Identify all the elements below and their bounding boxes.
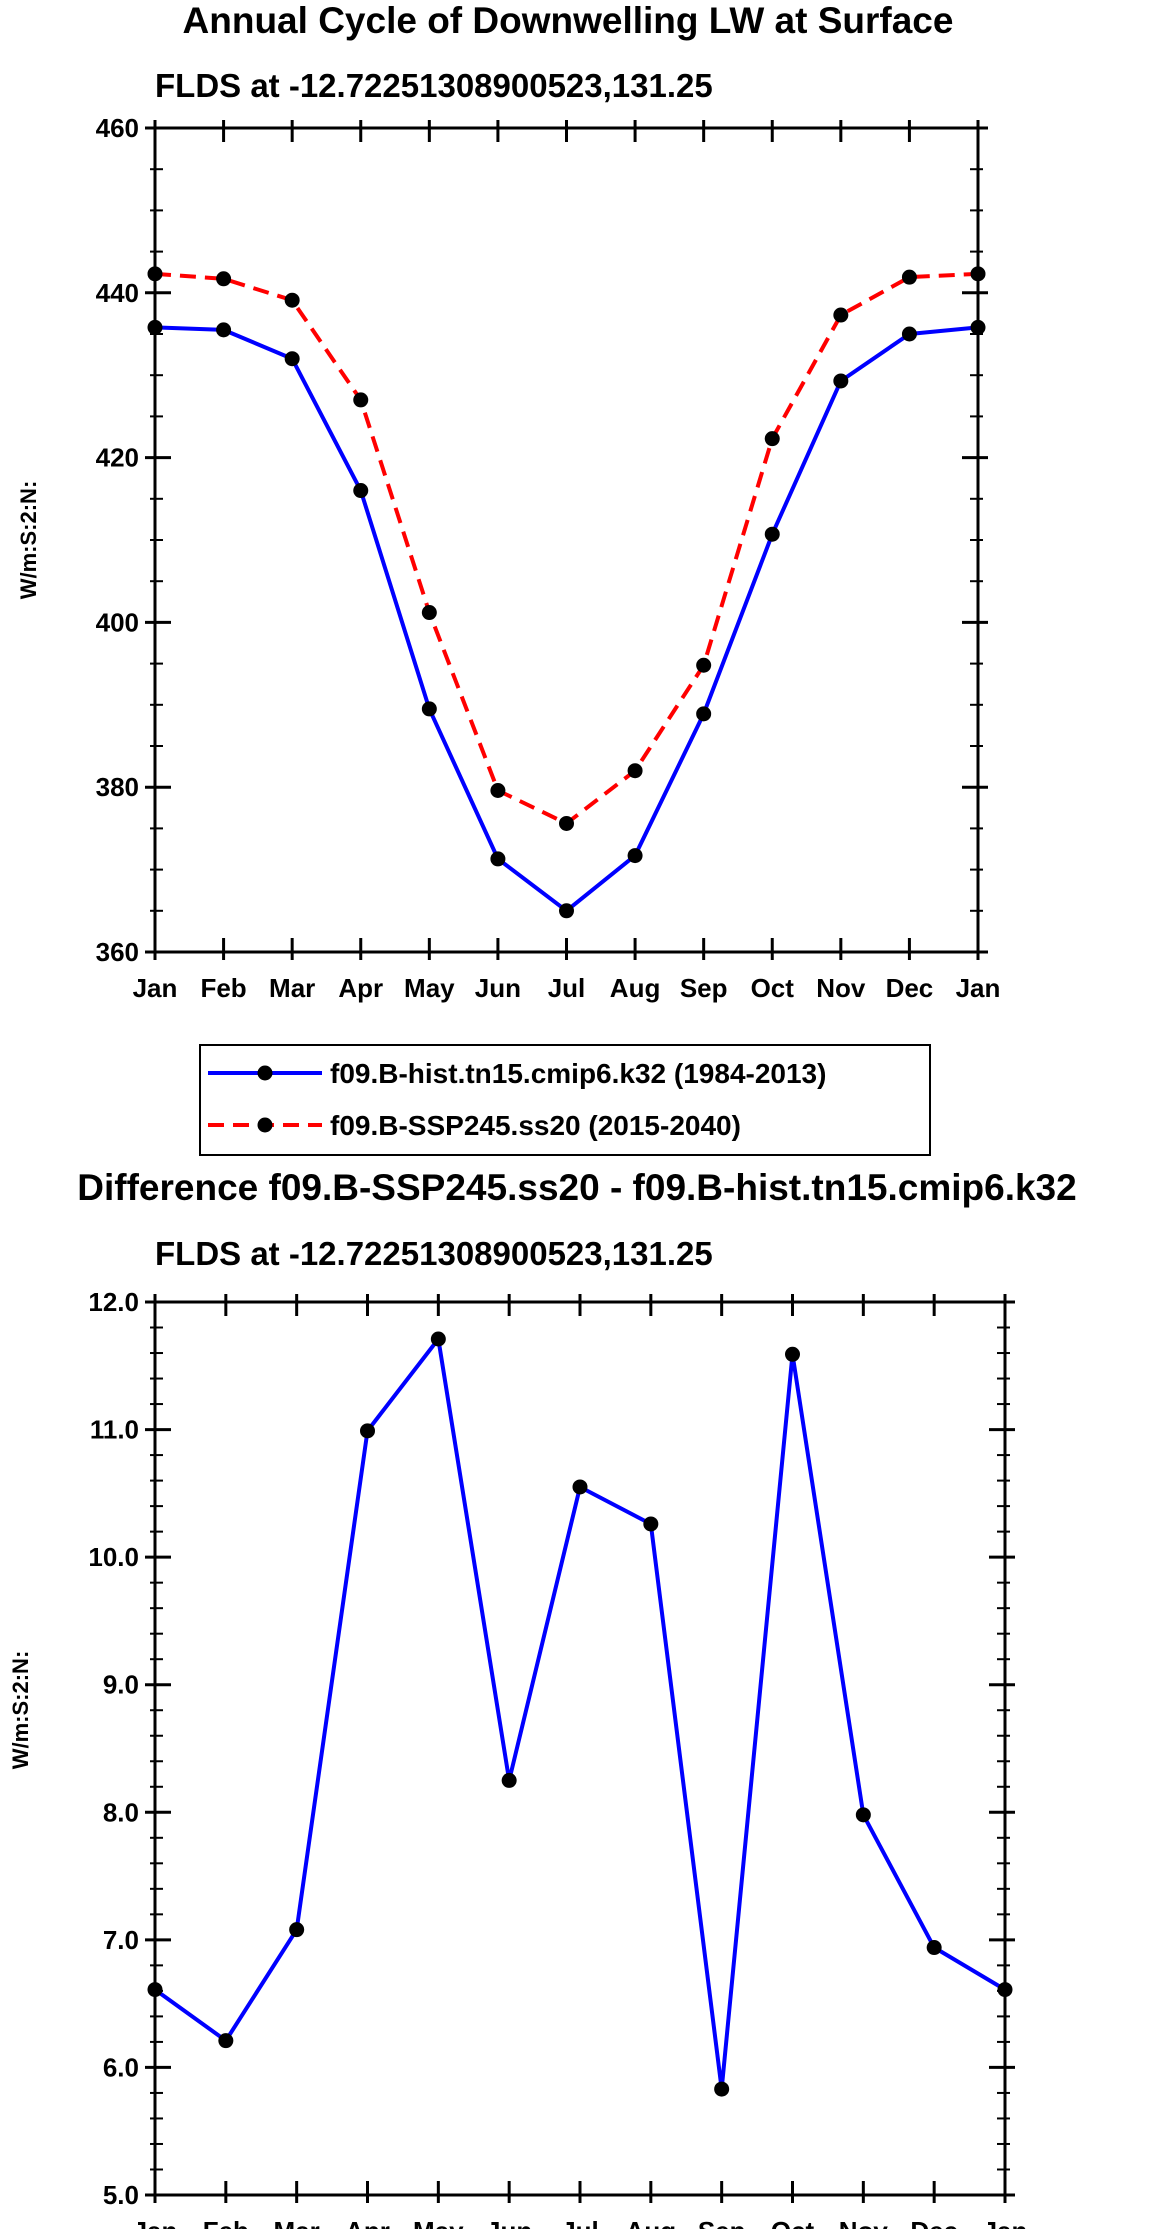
chart1-series-0-point	[997, 1982, 1013, 1998]
chart0-series-1-point	[970, 266, 986, 282]
chart0-series-0-point	[696, 706, 712, 722]
chart1-series-0-point	[218, 2033, 234, 2049]
chart0-series-0-point	[353, 483, 369, 499]
chart0-xtick-label: Aug	[610, 973, 661, 1003]
chart0-xtick-label: Nov	[816, 973, 866, 1003]
chart1-ytick-label: 6.0	[103, 2052, 139, 2082]
chart0-series-0-point	[284, 351, 300, 367]
chart0-xtick-label: Mar	[269, 973, 315, 1003]
chart1-plot-frame	[153, 1300, 1007, 2197]
chart1-ytick-label: 8.0	[103, 1797, 139, 1827]
chart0-xtick-label: Oct	[751, 973, 795, 1003]
chart1-series-line-0	[153, 1336, 1007, 2092]
chart0-xtick-label: Jun	[475, 973, 521, 1003]
chart1-title: Annual Cycle of Downwelling LW at Surfac…	[183, 0, 954, 41]
chart0-xtick-label: Jan	[133, 973, 178, 1003]
chart1-xtick-label: Jan	[983, 2216, 1028, 2229]
chart1-ytick-label: 11.0	[90, 1415, 139, 1445]
chart1-ytick-label: 7.0	[103, 1925, 139, 1955]
chart0-xtick-label: Jan	[956, 973, 1001, 1003]
chart1-ylabel: W/m:S:2:N:	[16, 481, 41, 600]
chart1-series-0-point	[360, 1423, 375, 1439]
chart2-subtitle: FLDS at -12.72251308900523,131.25	[155, 1235, 713, 1272]
chart0-series-1-point	[559, 815, 574, 831]
chart1-ytick-label: 5.0	[103, 2180, 139, 2210]
chart0-series-0-point	[627, 848, 643, 864]
chart1-xtick-label: Oct	[771, 2216, 815, 2229]
chart0-ytick-label: 420	[96, 443, 139, 473]
chart1-xtick-label: Mar	[274, 2216, 320, 2229]
chart1-series-0-point	[430, 1331, 446, 1347]
chart1-series-0-point	[289, 1922, 305, 1938]
chart1-xtick-label: Feb	[203, 2216, 249, 2229]
chart1-xtick-label: May	[413, 2216, 464, 2229]
chart1-subtitle: FLDS at -12.72251308900523,131.25	[155, 67, 713, 104]
chart1-xtick-label: Jul	[561, 2216, 599, 2229]
chart1-xtick-label: Aug	[626, 2216, 677, 2229]
chart1-xtick-label: Dec	[910, 2216, 958, 2229]
legend-frame	[199, 1044, 931, 1156]
chart1-ytick-label: 12.0	[88, 1287, 139, 1317]
chart1-series-0-point	[501, 1772, 517, 1788]
chart1-xtick-label: Apr	[345, 2216, 390, 2229]
chart0-series-1-point	[696, 657, 712, 673]
chart0-series-1-point	[421, 605, 437, 621]
chart1-xtick-label: Sep	[698, 2216, 746, 2229]
chart0-ytick-label: 440	[96, 278, 139, 308]
chart1-series-0-point	[785, 1346, 800, 1362]
chart0-series-1-point	[353, 392, 369, 408]
chart2-title: Difference f09.B-SSP245.ss20 - f09.B-his…	[77, 1167, 1076, 1208]
chart1-ytick-label: 9.0	[103, 1670, 139, 1700]
chart0-series-line-1	[154, 271, 979, 826]
chart0-xtick-label: Sep	[680, 973, 728, 1003]
chart0-series-1-point	[216, 271, 232, 287]
chart0-series-1-point	[901, 269, 917, 285]
legend-label-ssp: f09.B-SSP245.ss20 (2015-2040)	[330, 1110, 741, 1141]
chart0-series-0-point	[901, 326, 917, 342]
chart0-xtick-label: Dec	[886, 973, 934, 1003]
chart0-xtick-label: Feb	[200, 973, 246, 1003]
chart2: 5.0 6.0 7.0 8.0 9.0 10.0 11.0 12.0 Jan Feb Mar Apr M…	[88, 1287, 1027, 2229]
chart0-ytick-label: 460	[96, 113, 139, 143]
chart0-xtick-label: May	[404, 973, 455, 1003]
chart1-series-0-point	[926, 1940, 942, 1956]
chart0-xtick-label: Jul	[548, 973, 586, 1003]
chart0-xtick-label: Apr	[338, 973, 383, 1003]
chart0-series-0-point	[970, 319, 986, 335]
legend-marker-hist	[257, 1065, 273, 1081]
legend-marker-ssp	[257, 1117, 273, 1133]
chart2-ylabel: W/m:S:2:N:	[8, 1651, 33, 1770]
chart0-series-0-point	[833, 373, 849, 389]
chart1-xtick-label: Nov	[839, 2216, 889, 2229]
chart0-ytick-label: 360	[96, 937, 139, 967]
legend-label-hist: f09.B-hist.tn15.cmip6.k32 (1984-2013)	[330, 1058, 826, 1089]
chart1-series-0-point	[572, 1479, 588, 1495]
chart1-series-0-point	[855, 1807, 871, 1823]
chart0-series-0-point	[764, 526, 780, 542]
chart1-series-0-point	[643, 1516, 659, 1532]
chart1-series-0-point	[147, 1982, 163, 1998]
chart1-xtick-label: Jan	[133, 2216, 178, 2229]
chart0-series-0-point	[559, 903, 574, 919]
chart0-series-1-point	[147, 266, 163, 282]
chart1-ytick-label: 10.0	[88, 1542, 139, 1572]
chart1-legend: f09.B-hist.tn15.cmip6.k32 (1984-2013) f0…	[199, 1044, 931, 1156]
chart1-series-0-point	[714, 2081, 730, 2097]
chart0-series-0-point	[147, 319, 163, 335]
chart0-series-1-point	[764, 431, 780, 447]
chart0-ytick-label: 380	[96, 772, 139, 802]
chart0-series-0-point	[216, 322, 232, 338]
chart0-series-0-point	[421, 701, 437, 717]
chart0-series-0-point	[490, 851, 506, 867]
chart0-ytick-label: 400	[96, 607, 139, 637]
chart1: 360 380 400 420 440 460 Jan Feb Mar Apr May Jun Jul A…	[96, 113, 1001, 1003]
chart0-series-1-point	[284, 292, 300, 308]
chart1-xtick-label: Jun	[486, 2216, 532, 2229]
chart0-series-1-point	[490, 782, 506, 798]
chart0-series-1-point	[833, 307, 849, 323]
chart0-series-1-point	[627, 763, 643, 779]
